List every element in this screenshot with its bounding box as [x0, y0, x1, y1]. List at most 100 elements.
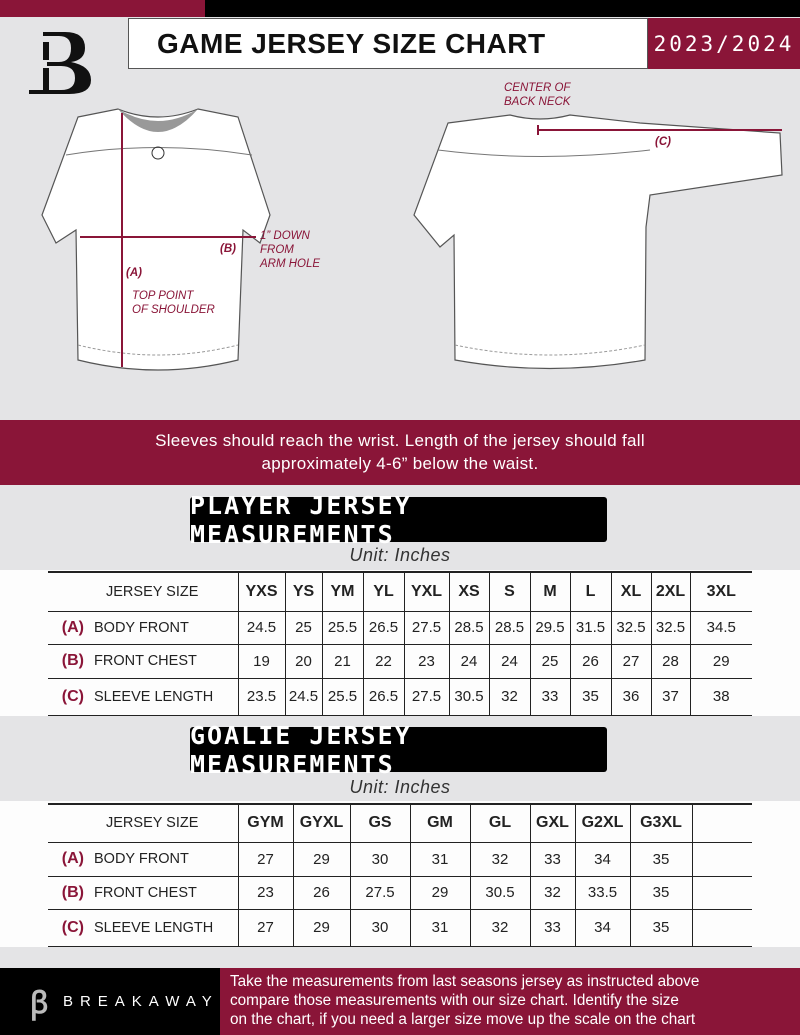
measurement-letter: (B) [61, 883, 84, 901]
size-header: S [488, 571, 530, 612]
measurement-value: 26 [569, 644, 611, 679]
brand-logo [29, 32, 91, 94]
measurement-value: 29 [292, 842, 350, 877]
size-header: G2XL [574, 803, 630, 843]
measurement-name: FRONT CHEST [94, 884, 197, 901]
measurement-value: 33 [529, 678, 570, 716]
measurement-value: 30.5 [469, 876, 530, 910]
table-row: (A) BODY FRONT 27 29 30 31 32 33 34 35 [48, 842, 752, 877]
goalie-table: JERSEY SIZE GYM GYXL GS GM GL GXL G2XL G3XL (A) BO… [48, 803, 752, 947]
measurement-value: 29 [292, 909, 350, 947]
measurement-value: 24 [488, 644, 530, 679]
measurement-value: 37 [650, 678, 690, 716]
center-back-note: CENTER OF BACK NECK [504, 81, 570, 109]
size-header: GYM [237, 803, 293, 843]
measurement-value: 25.5 [321, 678, 363, 716]
note-line: 1” DOWN [260, 230, 310, 242]
size-label: JERSEY SIZE [48, 803, 238, 843]
measurement-label: (C) SLEEVE LENGTH [48, 678, 238, 716]
measurement-value: 31.5 [569, 611, 611, 645]
measurement-value: 25 [529, 644, 570, 679]
page-title: GAME JERSEY SIZE CHART [128, 18, 648, 69]
measurement-name: FRONT CHEST [94, 653, 197, 669]
measurement-value: 23.5 [237, 678, 285, 716]
measurement-value: 26.5 [362, 611, 404, 645]
brand-name: BREAKAWAY [62, 993, 219, 1010]
size-header: 3XL [689, 571, 752, 612]
measurement-value: 34 [574, 909, 630, 947]
measurement-value: 32 [469, 909, 530, 947]
measurement-value: 31 [409, 909, 470, 947]
size-header: GXL [529, 803, 575, 843]
measurement-value: 24.5 [284, 678, 322, 716]
size-header: G3XL [629, 803, 692, 843]
measurement-value: 32.5 [650, 611, 690, 645]
banner-line: approximately 4-6” below the waist. [261, 454, 539, 473]
measurement-letter: (A) [61, 850, 84, 867]
measurement-value: 23 [403, 644, 449, 679]
measurement-value: 34 [574, 842, 630, 877]
measurement-value: 35 [629, 842, 692, 877]
measurement-value: 23 [237, 876, 293, 910]
size-header: YXS [237, 571, 285, 612]
size-header: XS [448, 571, 489, 612]
measurement-label: (A) BODY FRONT [48, 842, 238, 877]
season-label: 2023/2024 [648, 18, 800, 69]
size-header: GS [349, 803, 410, 843]
goalie-unit: Unit: Inches [349, 777, 451, 797]
size-header [691, 803, 752, 843]
measurement-label: (A) BODY FRONT [48, 611, 238, 645]
measurement-value: 28 [650, 644, 690, 679]
table-row: (C) SLEEVE LENGTH 23.5 24.5 25.5 26.5 27.5 30.5… [48, 678, 752, 716]
measurement-value: 26 [292, 876, 350, 910]
footer-line: on the chart, if you need a larger size … [230, 1011, 696, 1028]
table-row: (B) FRONT CHEST 19 20 21 22 23 24 24 25 26 27 28 29 [48, 644, 752, 679]
size-header: L [569, 571, 611, 612]
header-row: JERSEY SIZE GYM GYXL GS GM GL GXL G2XL G3XL [48, 803, 752, 843]
measurement-letter: (A) [61, 618, 84, 636]
measurement-value: 27 [237, 909, 293, 947]
measurement-value: 38 [689, 678, 752, 716]
measurement-value [691, 876, 752, 910]
measurement-value: 19 [237, 644, 285, 679]
goalie-section-title: GOALIE JERSEY MEASUREMENTS [190, 721, 607, 779]
measurement-value: 27 [237, 842, 293, 877]
measurement-value: 31 [409, 842, 470, 877]
label-b: (B) [220, 243, 236, 255]
size-header: GYXL [292, 803, 350, 843]
measurement-value: 20 [284, 644, 322, 679]
measurement-value: 27.5 [403, 611, 449, 645]
measurement-value: 32 [529, 876, 575, 910]
player-section-title: PLAYER JERSEY MEASUREMENTS [190, 491, 607, 549]
table-row: (A) BODY FRONT 24.5 25 25.5 26.5 27.5 28.5 28.5 2… [48, 611, 752, 645]
size-header: YXL [403, 571, 449, 612]
top-bar [205, 0, 800, 17]
size-header: GM [409, 803, 470, 843]
measurement-value [691, 909, 752, 947]
measurement-value: 24 [448, 644, 489, 679]
measurement-value: 24.5 [237, 611, 285, 645]
table-row: (C) SLEEVE LENGTH 27 29 30 31 32 33 34 35 [48, 909, 752, 947]
back-jersey-drawing [413, 114, 783, 370]
measurement-value: 27 [610, 644, 651, 679]
footer-logo-icon: ꞵ [30, 987, 49, 1020]
note-line: TOP POINT [132, 290, 194, 302]
measurement-label: (B) FRONT CHEST [48, 644, 238, 679]
measurement-name: BODY FRONT [94, 851, 189, 867]
measurement-value: 32 [488, 678, 530, 716]
measurement-value: 35 [629, 909, 692, 947]
size-header: 2XL [650, 571, 690, 612]
note-line: OF SHOULDER [132, 304, 215, 316]
measurement-letter: (C) [61, 687, 84, 705]
table-row: (B) FRONT CHEST 23 26 27.5 29 30.5 32 33.5 35 [48, 876, 752, 910]
measurement-value: 21 [321, 644, 363, 679]
note-line: ARM HOLE [260, 258, 321, 270]
measurement-value: 33 [529, 842, 575, 877]
note-line: CENTER OF [504, 82, 571, 94]
measurement-value: 28.5 [488, 611, 530, 645]
arm-hole-note: 1” DOWN FROM ARM HOLE [260, 229, 320, 271]
measurement-value: 29 [689, 644, 752, 679]
measurement-name: BODY FRONT [94, 619, 189, 636]
measurement-value [691, 842, 752, 877]
footer-brand: ꞵ BREAKAWAY [0, 968, 220, 1035]
